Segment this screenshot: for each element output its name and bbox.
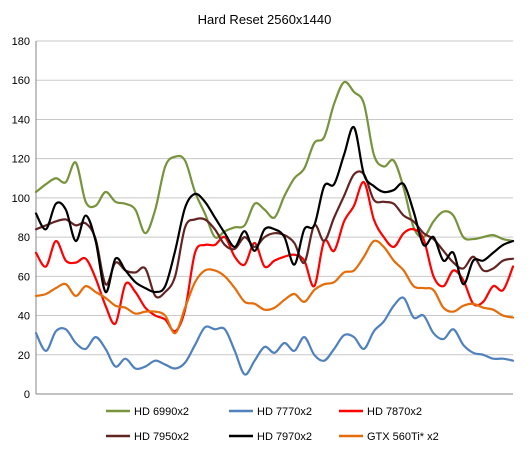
y-tick-label: 160 [12,75,30,87]
legend-label: HD 7970x2 [257,431,312,443]
series-line-hd-7950x2 [34,170,515,299]
y-tick-label: 140 [12,114,30,126]
legend-item: HD 7950x2 [106,431,189,443]
legend-item: HD 7770x2 [229,406,312,418]
legend-item: HD 7870x2 [339,406,422,418]
y-tick-label: 20 [18,350,30,362]
legend-label: HD 7870x2 [367,406,422,418]
legend-label: GTX 560Ti* x2 [367,431,439,443]
series-line-hd-7870x2 [34,181,515,333]
series-lines [34,80,515,376]
series-line-hd-6990x2 [34,80,515,243]
legend-label: HD 6990x2 [134,406,189,418]
y-tick-label: 60 [18,271,30,283]
y-tick-label: 120 [12,154,30,166]
series-line-gtx-560ti-x2 [34,239,515,335]
legend-item: GTX 560Ti* x2 [339,431,439,443]
series-line-hd-7970x2 [34,126,515,294]
y-tick-label: 80 [18,232,30,244]
y-tick-label: 100 [12,193,30,205]
y-tick-label: 180 [12,36,30,48]
legend: HD 6990x2 HD 7770x2 HD 7870x2 HD 7950x2 HD 7… [106,406,439,443]
chart-title: Hard Reset 2560x1440 [198,12,332,27]
legend-item: HD 6990x2 [106,406,189,418]
y-tick-label: 40 [18,311,30,323]
legend-label: HD 7770x2 [257,406,312,418]
y-tick-label: 0 [24,389,30,401]
y-axis: 0 20 40 60 80 100 120 140 160 180 [12,36,37,401]
legend-label: HD 7950x2 [134,431,189,443]
series-line-hd-7770x2 [34,296,515,376]
gridlines [36,40,513,395]
legend-item: HD 7970x2 [229,431,312,443]
